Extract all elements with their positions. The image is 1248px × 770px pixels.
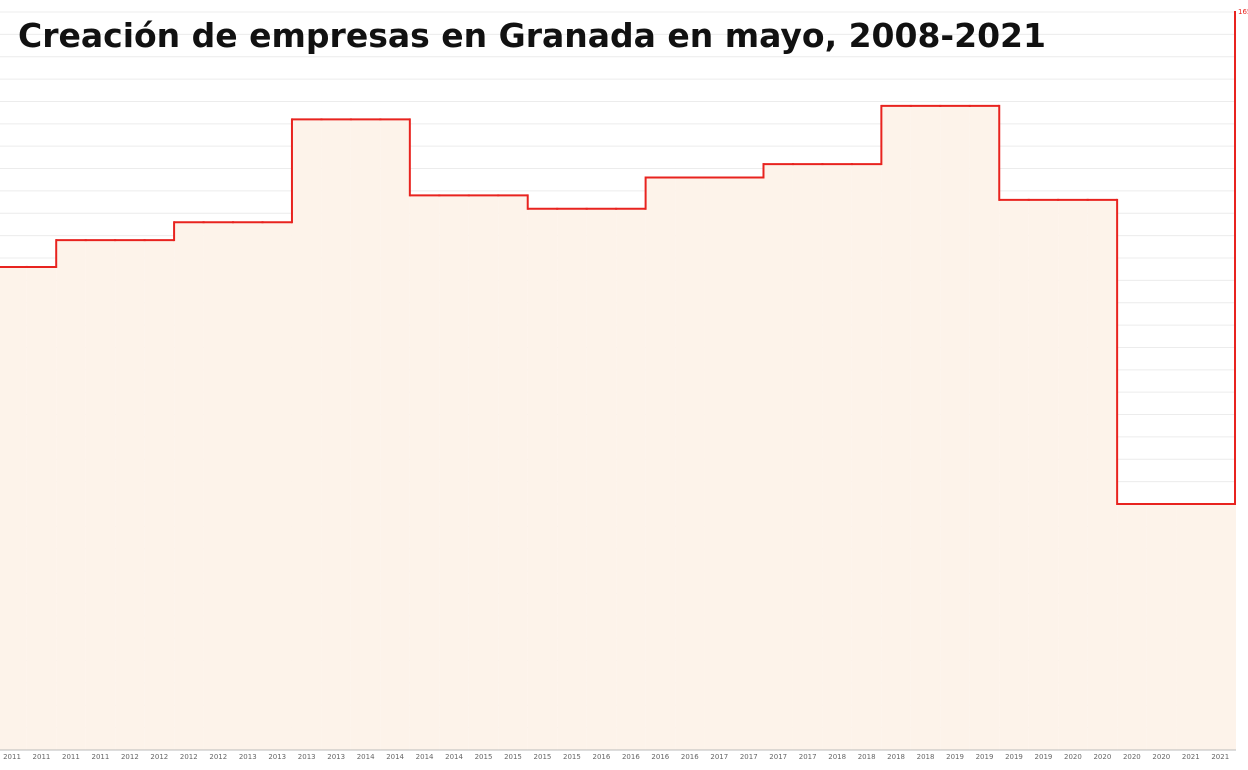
x-tick-label: 2011 xyxy=(3,753,21,761)
area-segment xyxy=(881,105,911,751)
x-tick-label: 2014 xyxy=(445,753,463,761)
area-segment xyxy=(1028,199,1059,750)
area-segment xyxy=(85,240,116,751)
area-segment xyxy=(409,195,440,750)
area-segment xyxy=(940,105,970,751)
x-tick-label: 2017 xyxy=(799,753,817,761)
x-tick-label: 2014 xyxy=(416,753,434,761)
area-segment xyxy=(1087,199,1118,750)
area-segment xyxy=(115,240,145,751)
x-tick-label: 2012 xyxy=(180,753,198,761)
area-segment xyxy=(645,177,676,750)
area xyxy=(0,12,1236,751)
x-tick-label: 2020 xyxy=(1152,753,1170,761)
area-segment xyxy=(174,222,204,750)
area-segment xyxy=(203,222,234,750)
area-segment xyxy=(704,177,735,750)
x-tick-label: 2015 xyxy=(563,753,581,761)
x-tick-label: 2020 xyxy=(1123,753,1141,761)
area-segment xyxy=(498,195,528,750)
x-tick-label: 2015 xyxy=(504,753,522,761)
x-tick-label: 2015 xyxy=(475,753,493,761)
area-segment xyxy=(851,164,882,750)
area-segment xyxy=(616,208,646,751)
area-segment xyxy=(586,208,617,751)
area-segment xyxy=(1058,199,1088,750)
x-tick-label: 2018 xyxy=(917,753,935,761)
area-segment xyxy=(734,177,764,750)
area-segment xyxy=(350,119,381,750)
x-tick-label: 2016 xyxy=(651,753,669,761)
area-segment xyxy=(1176,504,1206,750)
x-tick-label: 2021 xyxy=(1182,753,1200,761)
x-tick-label: 2016 xyxy=(681,753,699,761)
area-segment xyxy=(380,119,410,750)
x-tick-label: 2020 xyxy=(1064,753,1082,761)
x-tick-label: 2016 xyxy=(592,753,610,761)
area-segment xyxy=(910,105,941,751)
area-segment xyxy=(675,177,705,750)
area-segment xyxy=(969,105,1000,751)
x-tick-label: 2012 xyxy=(209,753,227,761)
x-tick-label: 2021 xyxy=(1211,753,1229,761)
area-segment xyxy=(527,208,558,751)
area-segment xyxy=(1146,504,1177,750)
x-tick-label: 2014 xyxy=(357,753,375,761)
data-label: 165 xyxy=(1238,8,1248,16)
x-tick-label: 2018 xyxy=(858,753,876,761)
area-segment xyxy=(468,195,499,750)
area-segment xyxy=(0,266,27,750)
x-tick-label: 2017 xyxy=(769,753,787,761)
x-tick-label: 2013 xyxy=(268,753,286,761)
x-tick-label: 2011 xyxy=(91,753,109,761)
x-axis: 2011 2011 2011 2011 2012 2012 2012 2012 2013 2013… xyxy=(0,749,1236,761)
x-tick-label: 2012 xyxy=(121,753,139,761)
area-segment xyxy=(822,164,852,750)
x-tick-label: 2011 xyxy=(62,753,80,761)
x-tick-label: 2013 xyxy=(298,753,316,761)
area-segment xyxy=(999,199,1029,750)
x-tick-label: 2012 xyxy=(150,753,168,761)
x-tick-label: 2011 xyxy=(33,753,51,761)
x-tick-label: 2017 xyxy=(740,753,758,761)
area-segment xyxy=(262,222,292,750)
area-segment xyxy=(763,164,793,750)
line: 165 xyxy=(0,8,1248,505)
x-tick-label: 2020 xyxy=(1093,753,1111,761)
area-segment xyxy=(439,195,469,750)
area-segment xyxy=(144,240,175,751)
area-segment xyxy=(1205,504,1236,750)
x-tick-label: 2013 xyxy=(327,753,345,761)
x-tick-label: 2013 xyxy=(239,753,257,761)
x-tick-label: 2016 xyxy=(622,753,640,761)
chart-title: Creación de empresas en Granada en mayo,… xyxy=(18,16,1046,55)
area-segment xyxy=(233,222,263,750)
area-segment xyxy=(26,266,57,750)
area-segment xyxy=(1117,504,1147,750)
area-segment xyxy=(557,208,587,751)
x-tick-label: 2017 xyxy=(710,753,728,761)
x-tick-label: 2019 xyxy=(1035,753,1053,761)
x-tick-label: 2018 xyxy=(887,753,905,761)
x-tick-label: 2019 xyxy=(1005,753,1023,761)
x-tick-label: 2015 xyxy=(534,753,552,761)
x-tick-label: 2019 xyxy=(976,753,994,761)
x-tick-label: 2019 xyxy=(946,753,964,761)
area-segment xyxy=(291,119,322,750)
x-tick-label: 2014 xyxy=(386,753,404,761)
area-segment xyxy=(56,240,86,751)
area-segment xyxy=(321,119,351,750)
area-segment xyxy=(792,164,823,750)
x-tick-label: 2018 xyxy=(828,753,846,761)
